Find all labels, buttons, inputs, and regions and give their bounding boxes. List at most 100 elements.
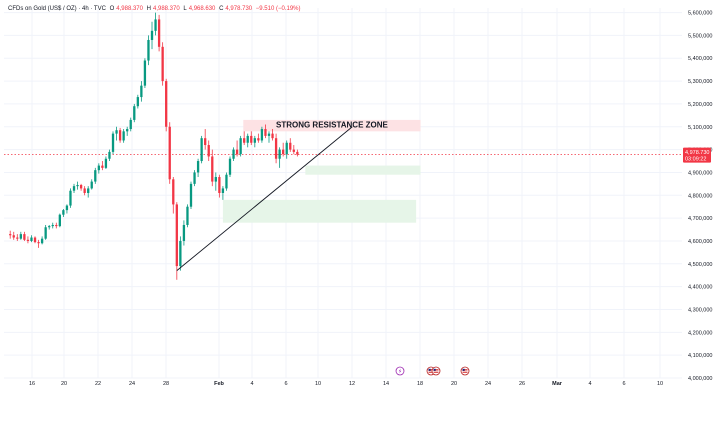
candle-body: [165, 81, 168, 127]
y-tick-label: 4,200,000: [688, 330, 712, 336]
y-tick-label: 4,600,000: [688, 239, 712, 245]
y-tick-label: 5,400,000: [688, 56, 712, 62]
price-badge: [683, 147, 711, 163]
x-tick-label: 24: [485, 381, 491, 387]
symbol-header: CFDs on Gold (US$ / OZ) · 4h · TVC O 4,98…: [8, 6, 303, 12]
low-label: L: [183, 6, 187, 12]
candle-body: [122, 131, 125, 141]
candle-body: [278, 149, 281, 159]
candle-body: [253, 138, 256, 143]
candle-body: [271, 133, 274, 139]
candle-body: [62, 210, 65, 215]
candle-body: [179, 240, 182, 267]
close-value: 4,978.730: [225, 6, 253, 12]
candle-body: [87, 188, 90, 193]
candle-body: [23, 234, 26, 240]
close-label: C: [219, 6, 224, 12]
candle-body: [126, 129, 129, 132]
candle-body: [157, 19, 161, 47]
x-tick-label: 10: [315, 381, 321, 387]
candle-body: [285, 142, 288, 155]
y-tick-label: 5,200,000: [688, 102, 712, 108]
x-tick-label: 20: [61, 381, 67, 387]
x-tick-label: 20: [451, 381, 457, 387]
candle-body: [243, 138, 246, 143]
candle-body: [154, 19, 157, 31]
candle-body: [65, 205, 69, 211]
candle-body: [267, 133, 271, 136]
candle-body: [264, 129, 267, 136]
candle-body: [94, 170, 97, 182]
y-tick-label: 4,400,000: [688, 285, 712, 291]
change-value: −9.510 (−0.19%): [255, 6, 301, 12]
y-tick-label: 4,500,000: [688, 262, 712, 268]
y-tick-label: 5,300,000: [688, 79, 712, 85]
candle-body: [274, 138, 278, 159]
resistance-zone-label: STRONG RESISTANCE ZONE: [276, 120, 389, 129]
candle-body: [30, 237, 33, 241]
candle-body: [239, 138, 242, 155]
candle-body: [289, 142, 292, 150]
candle-body: [257, 138, 260, 141]
candle-body: [292, 149, 295, 152]
candle-body: [172, 179, 175, 205]
x-tick-label: Mar: [552, 381, 563, 387]
candle-body: [282, 149, 285, 155]
candle-body: [147, 39, 150, 61]
candle-body: [9, 234, 12, 236]
candle-body: [90, 181, 93, 189]
candle-body: [79, 185, 83, 189]
candle-body: [175, 204, 178, 267]
candle-body: [16, 237, 19, 239]
us-flag-event-icon-2[interactable]: [431, 366, 441, 376]
candle-body: [129, 119, 132, 130]
candle-body: [101, 165, 104, 168]
candle-body: [104, 158, 108, 168]
candle-body: [118, 130, 122, 141]
candle-body: [218, 177, 221, 193]
candle-body: [168, 126, 171, 180]
candle-body: [40, 238, 44, 244]
x-tick-label: 16: [29, 381, 35, 387]
candle-body: [221, 188, 225, 193]
candle-body: [69, 190, 72, 206]
candle-body: [48, 226, 51, 228]
candle-body: [143, 60, 147, 86]
y-tick-label: 4,000,000: [688, 376, 712, 382]
candle-body: [55, 224, 58, 227]
candle-body: [296, 151, 299, 155]
candle-body: [211, 156, 214, 182]
candle-body: [115, 130, 118, 134]
candle-body: [44, 227, 47, 239]
y-tick-label: 5,600,000: [688, 11, 712, 17]
y-tick-label: 4,800,000: [688, 193, 712, 199]
candle-body: [19, 234, 22, 239]
candle-body: [58, 214, 61, 227]
high-label: H: [146, 6, 151, 12]
low-value: 4,968.630: [188, 6, 216, 12]
support-lower-zone: [222, 199, 417, 223]
candle-body: [196, 161, 200, 173]
x-tick-label: 12: [349, 381, 355, 387]
x-tick-label: 6: [622, 381, 625, 387]
y-tick-label: 5,500,000: [688, 33, 712, 39]
candle-body: [204, 138, 207, 146]
us-flag-event-icon-3[interactable]: [460, 366, 470, 376]
candle-body: [232, 149, 235, 159]
candle-body: [136, 97, 139, 107]
x-tick-label: 26: [519, 381, 525, 387]
x-tick-label: 10: [657, 381, 663, 387]
candle-body: [97, 165, 100, 171]
y-tick-label: 4,300,000: [688, 307, 712, 313]
candle-body: [51, 224, 54, 227]
x-tick-label: 28: [163, 381, 169, 387]
price-badge-countdown: 03:09:22: [685, 157, 706, 163]
lightning-event-icon[interactable]: [395, 366, 405, 376]
candle-body: [228, 158, 232, 175]
candle-body: [189, 183, 193, 207]
candle-body: [225, 174, 228, 189]
x-tick-label: 22: [95, 381, 101, 387]
candle-body: [246, 135, 249, 143]
candle-body: [214, 177, 217, 182]
